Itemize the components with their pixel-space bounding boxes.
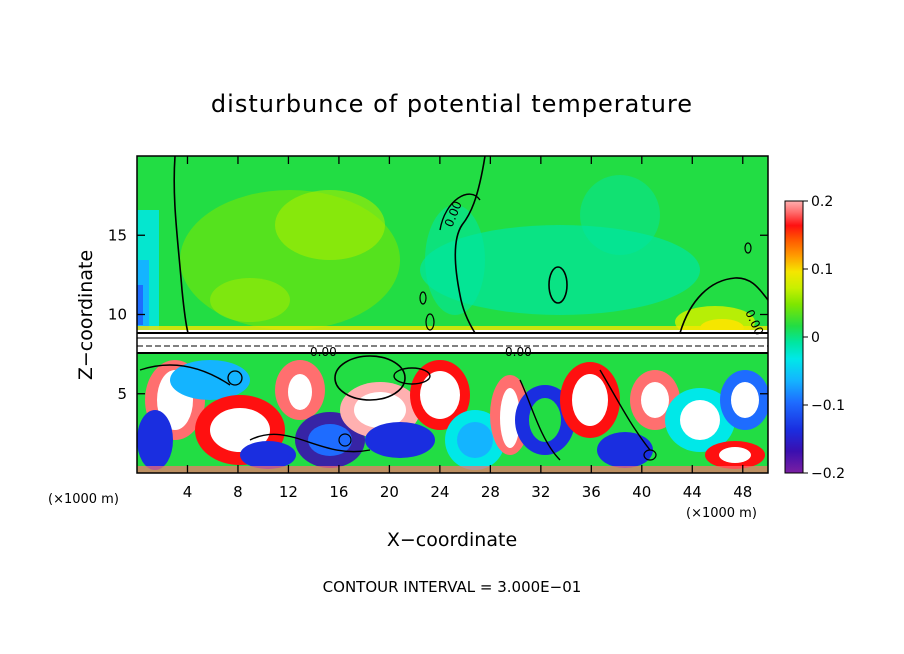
y-tick-label: 10 xyxy=(108,306,127,324)
x-axis-unit-left: (×1000 m) xyxy=(48,492,119,507)
x-tick-label: 40 xyxy=(632,483,651,501)
colorbar-tick-label: 0.1 xyxy=(811,262,833,278)
colorbar-tick-label: 0.2 xyxy=(811,194,833,210)
chart-title: disturbunce of potential temperature xyxy=(211,90,693,118)
x-axis: 4 8 12 16 20 24 28 32 36 40 44 48 xyxy=(183,156,752,501)
colorbar-tick-label: 0 xyxy=(811,330,820,346)
y-axis: 5 10 15 xyxy=(108,226,768,403)
x-tick-label: 8 xyxy=(233,483,243,501)
x-tick-label: 44 xyxy=(683,483,702,501)
contour-label: 0.00 xyxy=(505,345,532,359)
colorbar-tick-label: −0.1 xyxy=(811,398,845,414)
colorbar-ticks: 0.2 0.1 0 −0.1 −0.2 xyxy=(803,194,845,482)
x-tick-label: 28 xyxy=(481,483,500,501)
x-tick-label: 36 xyxy=(582,483,601,501)
x-tick-label: 32 xyxy=(531,483,550,501)
y-tick-label: 15 xyxy=(108,226,127,244)
x-axis-unit-right: (×1000 m) xyxy=(686,506,757,521)
contour-label: 0.00 xyxy=(310,345,337,359)
x-tick-label: 4 xyxy=(183,483,193,501)
x-axis-label: X−coordinate xyxy=(387,529,517,551)
x-tick-label: 20 xyxy=(380,483,399,501)
y-axis-label: Z−coordinate xyxy=(75,250,97,380)
heatmap-field xyxy=(137,156,768,473)
x-tick-label: 16 xyxy=(329,483,348,501)
x-tick-label: 24 xyxy=(430,483,449,501)
x-tick-label: 12 xyxy=(279,483,298,501)
colorbar xyxy=(784,200,804,474)
y-tick-label: 5 xyxy=(117,385,127,403)
x-tick-label: 48 xyxy=(733,483,752,501)
contour-interval-note: CONTOUR INTERVAL = 3.000E−01 xyxy=(323,578,582,596)
colorbar-tick-label: −0.2 xyxy=(811,466,845,482)
